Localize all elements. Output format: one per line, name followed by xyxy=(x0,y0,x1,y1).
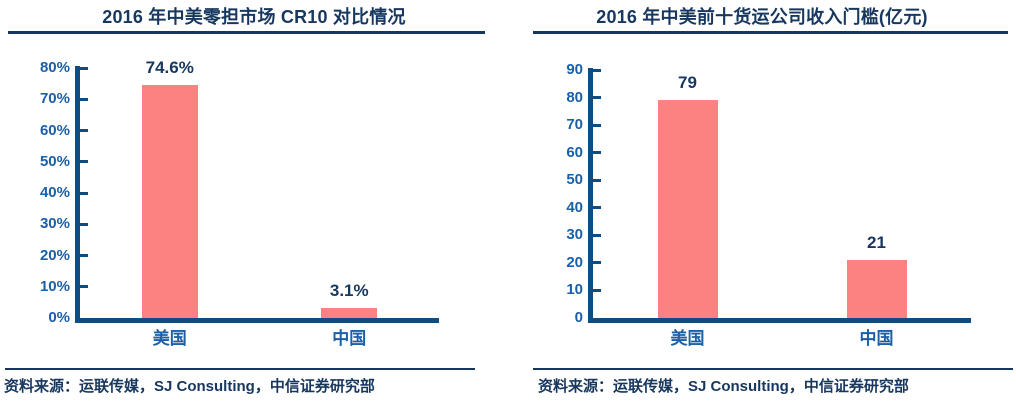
chart-title: 2016 年中美零担市场 CR10 对比情况 xyxy=(102,7,406,27)
y-tick-label: 50 xyxy=(566,171,583,189)
x-category-label: 美国 xyxy=(670,329,705,348)
bar-value-label: 74.6% xyxy=(145,57,194,77)
y-tick-label: 40 xyxy=(566,198,583,216)
y-tick-mark xyxy=(593,178,601,182)
y-tick-mark xyxy=(80,97,88,101)
bar-美国 xyxy=(141,84,198,318)
y-tick-label: 70 xyxy=(566,116,583,134)
y-tick-label: 0 xyxy=(574,309,583,326)
y-tick-label: 0% xyxy=(48,309,70,326)
y-tick-label: 10% xyxy=(39,277,70,295)
chart-title: 2016 年中美前十货运公司收入门槛(亿元) xyxy=(596,7,928,27)
bar-value-label: 3.1% xyxy=(329,281,369,301)
y-tick-mark xyxy=(593,288,601,292)
y-tick-mark xyxy=(593,206,601,210)
y-tick-label: 20% xyxy=(39,246,70,264)
y-tick-mark xyxy=(593,123,601,127)
y-tick-label: 40% xyxy=(39,184,70,201)
y-tick-mark xyxy=(80,129,88,132)
y-tick-mark xyxy=(80,160,88,164)
bar-value-label: 21 xyxy=(867,233,886,253)
y-tick-label: 50% xyxy=(39,152,70,170)
y-tick-label: 60% xyxy=(39,121,70,139)
x-axis-line xyxy=(75,318,439,323)
y-tick-mark xyxy=(80,191,88,195)
y-tick-label: 20 xyxy=(566,253,583,271)
y-tick-label: 10 xyxy=(566,281,583,299)
x-axis-line xyxy=(588,318,971,323)
x-category-label: 中国 xyxy=(859,329,894,348)
title-divider xyxy=(8,31,485,34)
y-tick-mark xyxy=(80,222,88,226)
y-tick-mark xyxy=(80,254,88,257)
chart-panel-revenue-threshold: 2016 年中美前十货运公司收入门槛(亿元) 90 80 70 60 50 40 30 20 1… xyxy=(508,0,1016,406)
y-tick-label: 70% xyxy=(39,90,70,108)
y-tick-label: 90 xyxy=(566,61,583,78)
bar-中国 xyxy=(846,260,907,318)
bar-美国 xyxy=(657,100,718,318)
title-divider xyxy=(533,31,1008,34)
y-axis-line xyxy=(588,68,593,323)
source-divider xyxy=(5,368,475,370)
y-tick-label: 80 xyxy=(566,88,583,106)
bar-中国 xyxy=(321,308,378,318)
plot-area: 80% 70% 60% 50% 40% 30% 20% 10% 0% 74.6% 美国 3.1% 中国 xyxy=(39,57,439,348)
y-tick-label: 30% xyxy=(39,215,70,233)
y-tick-label: 60 xyxy=(566,143,583,161)
y-tick-mark xyxy=(80,66,88,70)
y-tick-mark xyxy=(593,261,601,265)
chart-panel-cr10: 2016 年中美零担市场 CR10 对比情况 80% 70% 60% 50% 40% 30… xyxy=(4,7,485,395)
y-tick-mark xyxy=(593,151,601,155)
y-tick-label: 80% xyxy=(39,59,70,76)
y-tick-mark xyxy=(80,285,88,289)
y-axis-line xyxy=(75,66,80,323)
source-divider xyxy=(533,368,1013,370)
x-category-label: 美国 xyxy=(152,329,187,348)
bar-value-label: 79 xyxy=(678,73,697,93)
y-tick-label: 30 xyxy=(566,226,583,244)
y-tick-mark xyxy=(593,96,601,100)
source-note: 资料来源：运联传媒，SJ Consulting，中信证券研究部 xyxy=(4,378,375,395)
source-note: 资料来源：运联传媒，SJ Consulting，中信证券研究部 xyxy=(538,378,909,395)
y-tick-mark xyxy=(593,233,601,237)
plot-area: 90 80 70 60 50 40 30 20 10 0 79 美国 21 中国 xyxy=(508,0,1016,406)
x-category-label: 中国 xyxy=(332,329,367,348)
y-tick-mark xyxy=(593,68,601,72)
